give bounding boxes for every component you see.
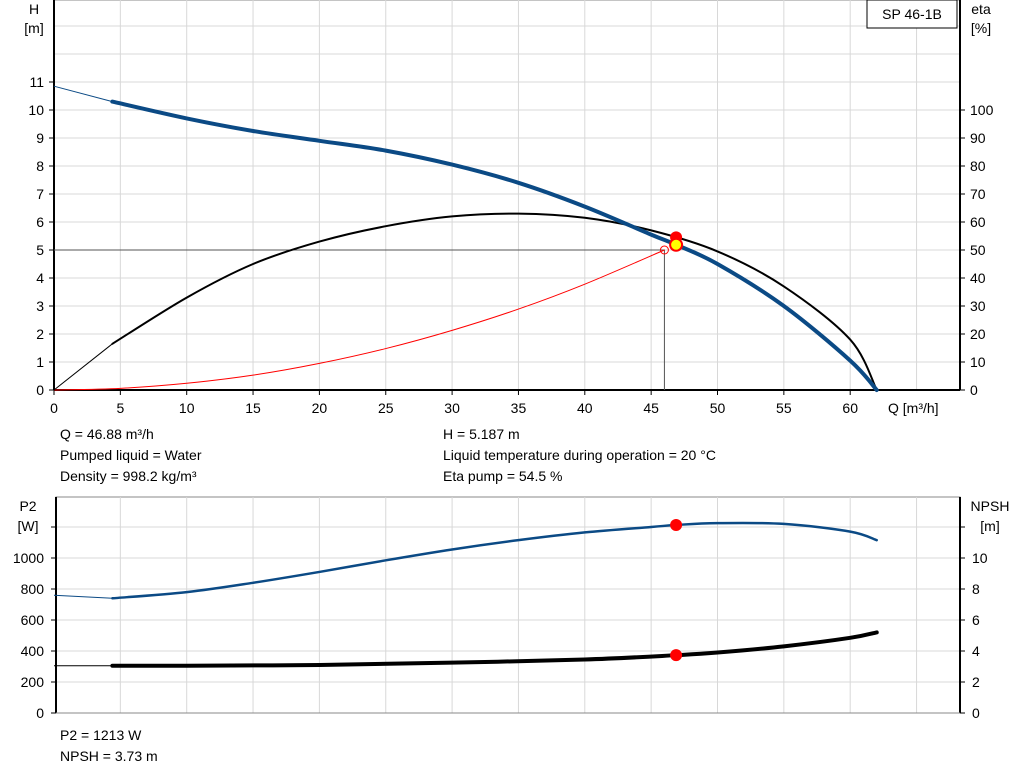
- p2-operating-point: [670, 518, 683, 531]
- system-curve: [53, 249, 665, 391]
- x-tick-label: 35: [511, 400, 527, 416]
- info-p2: P2 = 1213 W: [60, 727, 142, 743]
- head-operating-point: [669, 237, 684, 252]
- p2-tick-label: 400: [21, 643, 45, 659]
- info-h: H = 5.187 m: [443, 426, 520, 442]
- eta-tick-label: 80: [970, 158, 986, 174]
- info-eta: Eta pump = 54.5 %: [443, 468, 562, 484]
- npsh-axis-unit: [m]: [980, 518, 999, 534]
- info-density: Density = 998.2 kg/m³: [60, 468, 197, 484]
- eta-tick-label: 10: [970, 354, 986, 370]
- p2-axis-label: P2: [19, 498, 36, 514]
- h-tick-label: 1: [36, 354, 44, 370]
- eta-tick-label: 100: [970, 102, 994, 118]
- x-tick-label: 45: [643, 400, 659, 416]
- x-tick-label: 40: [577, 400, 593, 416]
- npsh-tick-label: 8: [972, 581, 980, 597]
- duty-point-guide-line: [54, 249, 665, 390]
- p2-tick-label: 1000: [13, 550, 44, 566]
- npsh-tick-label: 6: [972, 612, 980, 628]
- h-tick-label: 7: [36, 186, 44, 202]
- h-tick-label: 4: [36, 270, 44, 286]
- h-tick-label: 6: [36, 214, 44, 230]
- h-tick-label: 5: [36, 242, 44, 258]
- eta-curve-extrapolation: [53, 343, 113, 391]
- head-curve: [110, 99, 879, 392]
- p2-curve: [111, 521, 878, 600]
- info-liquid: Pumped liquid = Water: [60, 447, 202, 463]
- h-tick-label: 0: [36, 382, 44, 398]
- eta-axis-label: eta: [971, 1, 991, 17]
- bottom-plot-frame: [55, 496, 961, 714]
- p2-axis-unit: [W]: [18, 518, 39, 534]
- p2-curve-extrapolation: [53, 594, 113, 599]
- h-axis-unit: [m]: [24, 20, 43, 36]
- requested-duty-point: [659, 245, 669, 255]
- h-tick-label: 3: [36, 298, 44, 314]
- x-tick-label: 5: [116, 400, 124, 416]
- x-tick-label: 20: [312, 400, 328, 416]
- x-tick-label: 55: [776, 400, 792, 416]
- npsh-tick-label: 0: [972, 705, 980, 721]
- x-tick-label: 30: [444, 400, 460, 416]
- eta-tick-label: 20: [970, 326, 986, 342]
- eta-tick-label: 90: [970, 130, 986, 146]
- head-curve-extrapolation: [53, 85, 113, 103]
- x-tick-label: 10: [179, 400, 195, 416]
- info-temp: Liquid temperature during operation = 20…: [443, 447, 716, 463]
- eta-tick-label: 50: [970, 242, 986, 258]
- x-tick-label: 25: [378, 400, 394, 416]
- npsh-curve: [110, 630, 879, 668]
- eta-tick-label: 30: [970, 298, 986, 314]
- eta-tick-label: 40: [970, 270, 986, 286]
- eta-tick-label: 60: [970, 214, 986, 230]
- npsh-tick-label: 4: [972, 643, 980, 659]
- h-tick-label: 9: [36, 130, 44, 146]
- info-npsh: NPSH = 3.73 m: [60, 748, 158, 764]
- npsh-operating-point: [670, 649, 683, 662]
- p2-tick-label: 600: [21, 612, 45, 628]
- top-plot-frame: [53, 0, 961, 391]
- npsh-tick-label: 2: [972, 674, 980, 690]
- eta-tick-label: 70: [970, 186, 986, 202]
- h-tick-label: 10: [28, 102, 44, 118]
- npsh-axis-label: NPSH: [971, 498, 1010, 514]
- p2-tick-label: 200: [21, 674, 45, 690]
- h-tick-label: 11: [29, 74, 44, 90]
- p2-tick-label: 0: [36, 705, 44, 721]
- x-tick-label: 50: [710, 400, 726, 416]
- legend-box: SP 46-1B: [866, 0, 958, 29]
- q-axis-label: Q [m³/h]: [888, 400, 939, 416]
- x-tick-label: 0: [50, 400, 58, 416]
- x-tick-label: 60: [842, 400, 858, 416]
- h-tick-label: 2: [36, 326, 44, 342]
- eta-curve: [111, 212, 878, 391]
- eta-tick-label: 0: [970, 382, 978, 398]
- p2-tick-label: 800: [21, 581, 45, 597]
- x-tick-label: 15: [245, 400, 261, 416]
- legend-label: SP 46-1B: [882, 6, 942, 22]
- npsh-tick-label: 10: [972, 550, 988, 566]
- h-axis-label: H: [29, 1, 39, 17]
- info-q: Q = 46.88 m³/h: [60, 426, 154, 442]
- eta-axis-unit: [%]: [971, 20, 991, 36]
- h-tick-label: 8: [36, 158, 44, 174]
